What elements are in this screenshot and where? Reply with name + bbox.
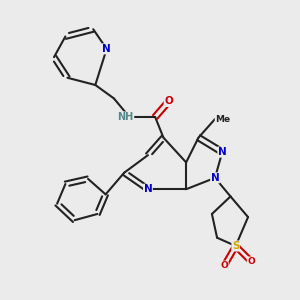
Text: NH: NH xyxy=(118,112,134,122)
Text: N: N xyxy=(211,173,219,183)
Text: O: O xyxy=(247,257,255,266)
Text: Me: Me xyxy=(215,115,230,124)
Text: O: O xyxy=(164,97,173,106)
Text: N: N xyxy=(144,184,152,194)
Text: S: S xyxy=(232,241,239,251)
Text: O: O xyxy=(220,261,228,270)
Text: N: N xyxy=(102,44,111,54)
Text: N: N xyxy=(218,147,226,157)
